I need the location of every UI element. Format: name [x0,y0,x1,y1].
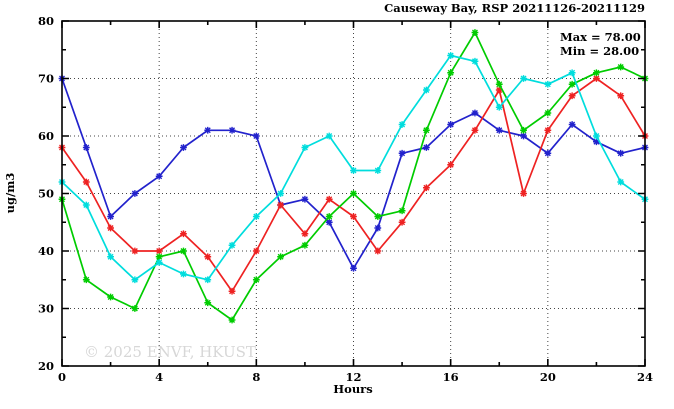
series-lines [58,29,649,324]
axis-ticks [61,20,646,367]
x-axis-label: Hours [333,382,372,396]
x-tick-label: 24 [637,370,653,384]
series-cyan-markers [58,52,649,284]
y-tick-label: 80 [38,14,54,28]
series-green [58,29,649,324]
x-tick-label: 16 [443,370,459,384]
min-annotation: Min = 28.00 [560,44,639,58]
y-tick-label: 60 [38,129,54,143]
series-cyan [58,52,649,284]
max-annotation: Max = 78.00 [560,30,641,44]
chart-title: Causeway Bay, RSP 20211126-20211129 [384,1,645,15]
y-tick-label: 50 [38,187,54,201]
y-axis-label: ug/m3 [3,173,17,214]
tick-labels: 0 4 8 12 16 20 24 20 30 40 50 60 70 80 [38,14,653,384]
x-tick-label: 8 [252,370,260,384]
y-tick-label: 40 [38,244,54,258]
y-tick-label: 30 [38,302,54,316]
x-tick-label: 12 [345,370,361,384]
y-tick-label: 70 [38,72,54,86]
series-blue [58,75,649,272]
x-tick-label: 0 [58,370,66,384]
y-tick-label: 20 [38,359,54,373]
x-tick-label: 20 [540,370,556,384]
series-green-line [61,31,646,321]
series-red-line [61,77,646,293]
watermark: © 2025 ENVF, HKUST [84,343,256,361]
axes-border-and-ticks [61,20,646,367]
x-tick-label: 4 [155,370,163,384]
